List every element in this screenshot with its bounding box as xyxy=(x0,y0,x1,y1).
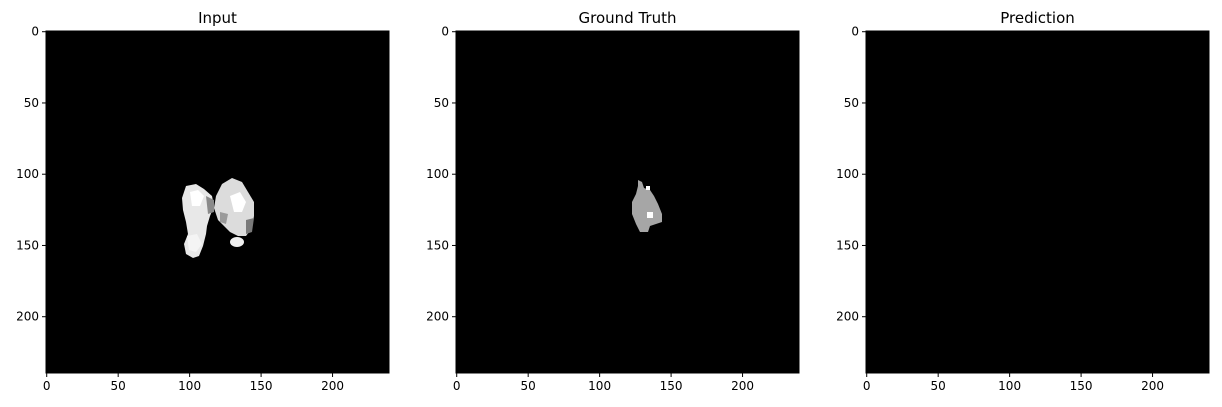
axes-frame-prediction xyxy=(865,30,1210,374)
y-tick-label: 100 xyxy=(836,167,859,181)
mask-core xyxy=(647,212,653,218)
image-content-input xyxy=(182,178,254,258)
highlight xyxy=(230,192,246,212)
x-tick-label: 150 xyxy=(250,379,273,393)
highlight xyxy=(190,190,204,206)
axes-frame-ground-truth xyxy=(455,30,800,374)
shadow xyxy=(220,212,228,224)
highlight xyxy=(187,234,202,252)
x-tick-label: 100 xyxy=(588,379,611,393)
y-tick-label: 50 xyxy=(24,96,39,110)
x-tick-label: 0 xyxy=(43,379,51,393)
panel-title-ground-truth: Ground Truth xyxy=(579,9,677,27)
y-tick-label: 50 xyxy=(844,96,859,110)
x-tick-label: 100 xyxy=(998,379,1021,393)
panel-title-prediction: Prediction xyxy=(1000,9,1075,27)
y-tick-label: 200 xyxy=(836,310,859,324)
x-tick-label: 200 xyxy=(321,379,344,393)
y-tick-label: 150 xyxy=(16,238,39,252)
y-tick-label: 100 xyxy=(426,167,449,181)
x-tick-label: 50 xyxy=(521,379,536,393)
x-tick-label: 200 xyxy=(731,379,754,393)
panel-ground-truth: Ground Truth 0 50 100 150 200 0 50 100 150 200 xyxy=(426,9,800,393)
y-tick-label: 100 xyxy=(16,167,39,181)
axes-frame-input xyxy=(45,30,390,374)
panel-input: Input 0 50 100 150 200 0 50 100 150 200 xyxy=(16,9,390,393)
x-tick-label: 150 xyxy=(660,379,683,393)
panel-title-input: Input xyxy=(198,9,237,27)
x-tick-label: 50 xyxy=(931,379,946,393)
y-tick-label: 0 xyxy=(31,25,39,39)
y-tick-label: 200 xyxy=(426,310,449,324)
shadow xyxy=(246,218,254,234)
x-tick-label: 0 xyxy=(453,379,461,393)
y-tick-label: 200 xyxy=(16,310,39,324)
y-tick-label: 50 xyxy=(434,96,449,110)
mask-core xyxy=(646,186,650,190)
x-tick-label: 100 xyxy=(178,379,201,393)
y-tick-label: 0 xyxy=(851,25,859,39)
image-area-ground-truth xyxy=(456,31,799,373)
y-tick-label: 0 xyxy=(441,25,449,39)
y-tick-label: 150 xyxy=(836,238,859,252)
x-tick-label: 200 xyxy=(1141,379,1164,393)
y-tick-label: 150 xyxy=(426,238,449,252)
x-tick-label: 150 xyxy=(1070,379,1093,393)
shadow xyxy=(206,196,214,214)
mask-region xyxy=(632,180,662,232)
image-content-ground-truth xyxy=(632,180,662,232)
x-tick-label: 50 xyxy=(111,379,126,393)
tissue-small-blob xyxy=(230,237,244,247)
x-tick-label: 0 xyxy=(863,379,871,393)
panel-prediction: Prediction 0 50 100 150 200 0 50 100 150 200 xyxy=(836,9,1210,393)
image-area-prediction xyxy=(866,31,1209,373)
